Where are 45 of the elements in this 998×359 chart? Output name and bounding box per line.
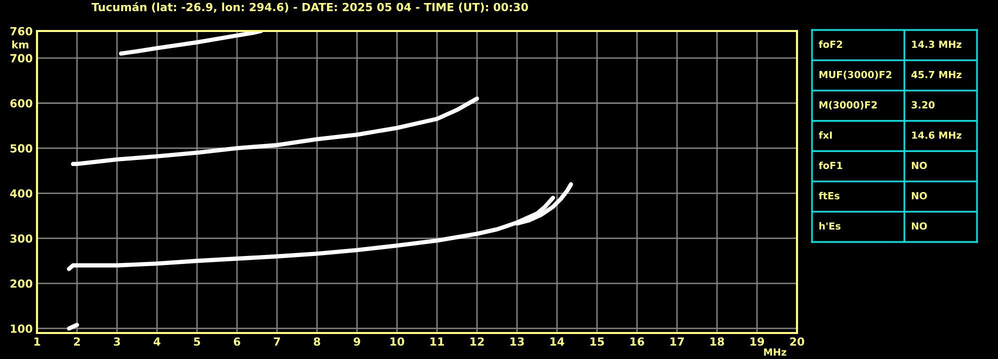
text: NO bbox=[912, 222, 927, 230]
text: 45.7 MHz bbox=[911, 71, 962, 78]
text: foF2 bbox=[818, 40, 842, 48]
x-tick-label: 9 bbox=[354, 337, 360, 346]
y-axis-title: km bbox=[12, 40, 28, 48]
x-tick-label: 11 bbox=[430, 338, 444, 346]
x-tick-label: 20 bbox=[790, 337, 804, 346]
x-tick-label: 10 bbox=[390, 337, 404, 346]
x-tick-label: 14 bbox=[550, 338, 564, 346]
x-tick-label: 17 bbox=[670, 338, 684, 346]
x-tick-label: 6 bbox=[234, 337, 240, 346]
y-tick-label: 500 bbox=[10, 144, 32, 153]
x-tick-label: 19 bbox=[750, 337, 764, 346]
y-tick-label: 760 bbox=[10, 26, 32, 36]
y-tick-label: 200 bbox=[10, 279, 32, 288]
text: fxI bbox=[818, 131, 832, 139]
text: 14.6 MHz bbox=[912, 131, 962, 139]
x-tick-label: 1 bbox=[34, 338, 40, 346]
x-tick-label: 12 bbox=[470, 337, 484, 346]
y-tick-label: 300 bbox=[10, 234, 32, 243]
x-tick-label: 8 bbox=[314, 337, 320, 346]
x-tick-label: 18 bbox=[710, 337, 724, 346]
text: NO bbox=[912, 162, 927, 170]
x-tick-label: 16 bbox=[630, 337, 644, 346]
text: 3.20 bbox=[912, 101, 935, 109]
y-tick-label: 400 bbox=[10, 189, 32, 198]
x-tick-label: 4 bbox=[154, 338, 160, 346]
x-tick-label: 2 bbox=[74, 337, 80, 346]
x-axis-title: MHz bbox=[764, 348, 786, 356]
text: NO bbox=[912, 192, 927, 200]
y-tick-label: 100 bbox=[10, 324, 32, 333]
x-tick-label: 5 bbox=[194, 338, 200, 346]
text: foF1 bbox=[818, 162, 842, 170]
text: ftEs bbox=[818, 192, 840, 200]
text: MUF(3000)F2 bbox=[819, 70, 892, 80]
text: h'Es bbox=[819, 222, 840, 230]
x-tick-label: 7 bbox=[274, 338, 280, 346]
x-tick-label: 15 bbox=[590, 338, 604, 346]
y-tick-label: 700 bbox=[10, 54, 32, 62]
x-tick-label: 13 bbox=[510, 337, 524, 346]
y-tick-label: 600 bbox=[10, 99, 32, 108]
chart-title: Tucumán (lat: -26.9, lon: 294.6) - DATE: 2025 05 04 - TIME (UT): 00:30 bbox=[92, 2, 528, 13]
text: 14.3 MHz bbox=[912, 40, 962, 48]
text: M(3000)F2 bbox=[819, 101, 877, 110]
x-tick-label: 3 bbox=[114, 337, 120, 346]
